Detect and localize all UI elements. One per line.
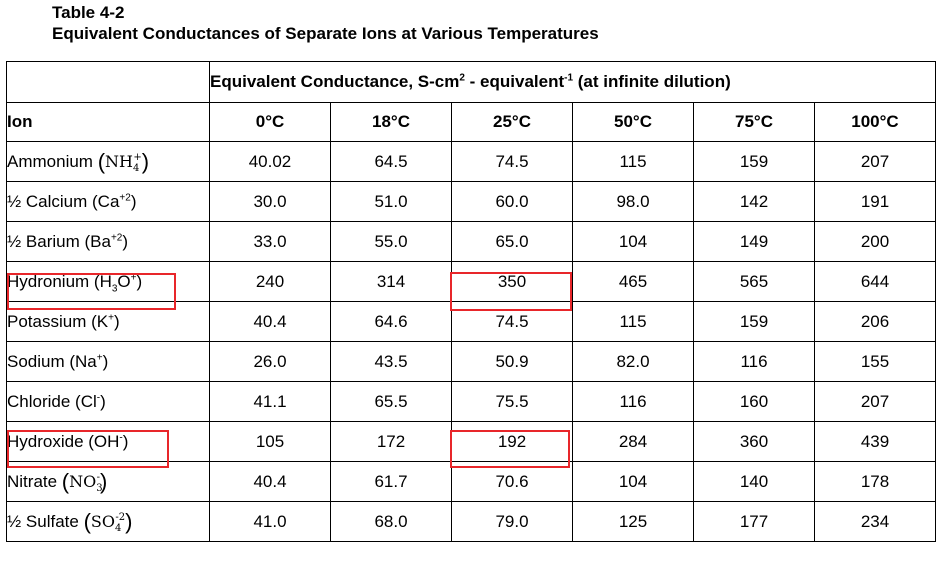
ion-name-cell: Potassium (K+) [6,301,210,342]
value-cell-75c: 116 [693,341,815,382]
value-cell-25c: 75.5 [451,381,573,422]
table-row: Nitrate (NO3-) 40.4 61.7 70.6 104 140 178 [6,461,936,502]
value-cell-75c: 177 [693,501,815,542]
value-cell-100c: 439 [814,421,936,462]
table-row: Sodium (Na+) 26.0 43.5 50.9 82.0 116 155 [6,341,936,382]
column-header-75c: 75°C [693,102,815,142]
value-cell-75c: 360 [693,421,815,462]
value-cell-0c: 40.02 [209,141,331,182]
column-header-100c: 100°C [814,102,936,142]
value-cell-100c: 234 [814,501,936,542]
value-cell-18c: 43.5 [330,341,452,382]
value-cell-100c: 207 [814,381,936,422]
table-row: Hydroxide (OH-) 105 172 192 284 360 439 [6,421,936,462]
value-cell-0c: 240 [209,261,331,302]
value-cell-100c: 200 [814,221,936,262]
value-cell-75c: 565 [693,261,815,302]
value-cell-100c: 155 [814,341,936,382]
value-cell-25c: 74.5 [451,141,573,182]
column-header-ion: Ion [6,102,210,142]
table-row: ½ Calcium (Ca+2) 30.0 51.0 60.0 98.0 142 191 [6,181,936,222]
value-cell-100c: 206 [814,301,936,342]
value-cell-0c: 40.4 [209,301,331,342]
table-row: Ammonium (NH4+) 40.02 64.5 74.5 115 159 207 [6,141,936,182]
value-cell-18c: 314 [330,261,452,302]
table-title: Equivalent Conductances of Separate Ions… [52,24,599,43]
value-cell-75c: 140 [693,461,815,502]
value-cell-75c: 159 [693,141,815,182]
conductance-table: Equivalent Conductance, S-cm2 - equivale… [6,61,936,542]
table-row: Hydronium (H3O+) 240 314 350 465 565 644 [6,261,936,302]
value-cell-0c: 30.0 [209,181,331,222]
value-cell-100c: 644 [814,261,936,302]
value-cell-0c: 41.0 [209,501,331,542]
value-cell-50c: 284 [572,421,694,462]
value-cell-25c: 50.9 [451,341,573,382]
header-row: Ion 0°C 18°C 25°C 50°C 75°C 100°C [6,102,936,142]
value-cell-18c: 64.6 [330,301,452,342]
value-cell-100c: 207 [814,141,936,182]
value-cell-25c: 70.6 [451,461,573,502]
ion-name-cell: Chloride (Cl-) [6,381,210,422]
table-row: ½ Barium (Ba+2) 33.0 55.0 65.0 104 149 200 [6,221,936,262]
value-cell-75c: 159 [693,301,815,342]
table-body: Ammonium (NH4+) 40.02 64.5 74.5 115 159 207 ½ C… [6,141,936,542]
column-header-50c: 50°C [572,102,694,142]
value-cell-25c: 350 [451,261,573,302]
value-cell-0c: 33.0 [209,221,331,262]
value-cell-50c: 115 [572,301,694,342]
ion-name-cell: Sodium (Na+) [6,341,210,382]
value-cell-50c: 104 [572,221,694,262]
value-cell-18c: 68.0 [330,501,452,542]
table-number: Table 4-2 [52,3,125,22]
value-cell-50c: 125 [572,501,694,542]
ion-name-cell: Ammonium (NH4+) [6,141,210,182]
value-cell-50c: 82.0 [572,341,694,382]
value-cell-18c: 172 [330,421,452,462]
table-row: Chloride (Cl-) 41.1 65.5 75.5 116 160 207 [6,381,936,422]
value-cell-50c: 104 [572,461,694,502]
column-header-25c: 25°C [451,102,573,142]
value-cell-75c: 149 [693,221,815,262]
ion-name-cell: Hydroxide (OH-) [6,421,210,462]
value-cell-100c: 191 [814,181,936,222]
value-cell-50c: 465 [572,261,694,302]
ion-name-cell: ½ Sulfate (SO4-2) [6,501,210,542]
value-cell-0c: 105 [209,421,331,462]
value-cell-50c: 98.0 [572,181,694,222]
value-cell-18c: 65.5 [330,381,452,422]
value-cell-25c: 79.0 [451,501,573,542]
table-row: Potassium (K+) 40.4 64.6 74.5 115 159 206 [6,301,936,342]
table-caption: Table 4-2 Equivalent Conductances of Sep… [52,2,599,44]
value-cell-18c: 64.5 [330,141,452,182]
value-cell-25c: 192 [451,421,573,462]
value-cell-25c: 60.0 [451,181,573,222]
value-cell-75c: 142 [693,181,815,222]
value-cell-18c: 61.7 [330,461,452,502]
empty-corner-cell [6,61,210,103]
column-header-18c: 18°C [330,102,452,142]
value-cell-75c: 160 [693,381,815,422]
header-group-row: Equivalent Conductance, S-cm2 - equivale… [6,61,936,103]
value-cell-25c: 74.5 [451,301,573,342]
ion-name-cell: Hydronium (H3O+) [6,261,210,302]
value-cell-25c: 65.0 [451,221,573,262]
value-cell-50c: 115 [572,141,694,182]
value-cell-18c: 55.0 [330,221,452,262]
value-cell-18c: 51.0 [330,181,452,222]
ion-name-cell: ½ Calcium (Ca+2) [6,181,210,222]
ion-name-cell: Nitrate (NO3-) [6,461,210,502]
table-row: ½ Sulfate (SO4-2) 41.0 68.0 79.0 125 177 234 [6,501,936,542]
value-cell-0c: 40.4 [209,461,331,502]
value-cell-100c: 178 [814,461,936,502]
conductance-group-header: Equivalent Conductance, S-cm2 - equivale… [209,61,936,103]
value-cell-0c: 26.0 [209,341,331,382]
value-cell-50c: 116 [572,381,694,422]
value-cell-0c: 41.1 [209,381,331,422]
column-header-0c: 0°C [209,102,331,142]
ion-name-cell: ½ Barium (Ba+2) [6,221,210,262]
